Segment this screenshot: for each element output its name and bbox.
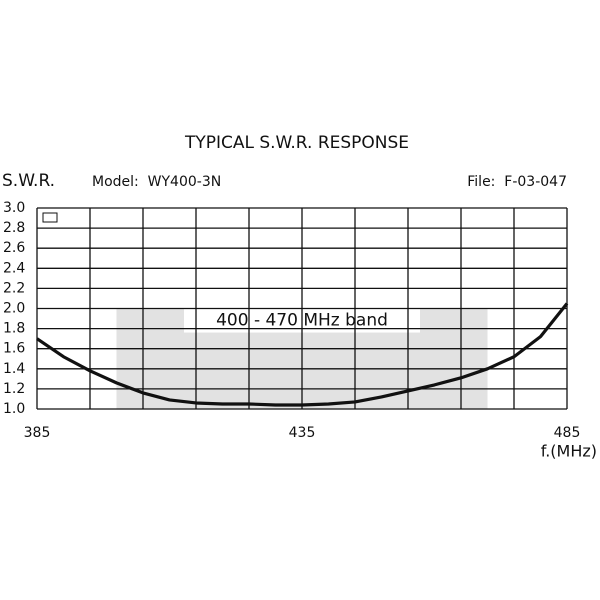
x-tick-label: 485 xyxy=(554,425,581,441)
y-tick-label: 2.6 xyxy=(3,240,25,256)
y-tick-label: 2.0 xyxy=(3,301,25,317)
model-label: Model: WY400-3N xyxy=(92,174,221,190)
chart-title: TYPICAL S.W.R. RESPONSE xyxy=(184,133,409,153)
file-label: File: F-03-047 xyxy=(467,174,567,190)
y-tick-label: 1.8 xyxy=(3,321,25,337)
y-tick-label: 1.4 xyxy=(3,361,25,377)
band-label: 400 - 470 MHz band xyxy=(216,311,388,331)
x-tick-label: 385 xyxy=(24,425,51,441)
swr-line xyxy=(36,302,569,407)
x-tick-label: 435 xyxy=(289,425,316,441)
y-tick-label: 1.0 xyxy=(3,401,25,417)
y-tick-label: 2.4 xyxy=(3,260,25,276)
y-tick-label: 1.2 xyxy=(3,381,25,397)
logo xyxy=(42,212,58,223)
y-axis-label: S.W.R. xyxy=(2,171,55,191)
y-tick-label: 2.2 xyxy=(3,280,25,296)
y-tick-label: 2.8 xyxy=(3,220,25,236)
y-tick-label: 1.6 xyxy=(3,341,25,357)
y-tick-label: 3.0 xyxy=(3,200,25,216)
x-axis-label: f.(MHz) xyxy=(541,442,597,461)
